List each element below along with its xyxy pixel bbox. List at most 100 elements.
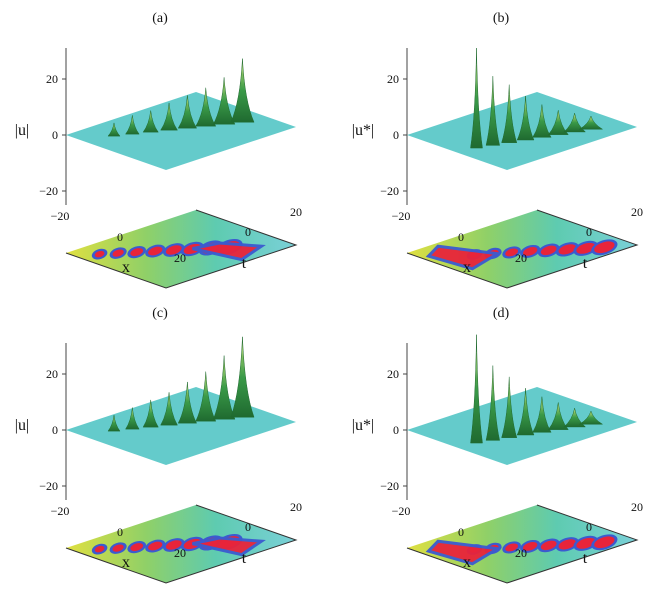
box-edge <box>406 209 639 289</box>
surface-peak <box>501 376 518 438</box>
z-axis-title: |u| <box>15 122 29 139</box>
z-tick-label: 0 <box>393 128 399 142</box>
x-axis-title: x <box>463 554 471 571</box>
contour-blob-core <box>594 536 615 549</box>
contour-blob-core <box>148 541 163 551</box>
x-tick-label: −20 <box>51 209 70 223</box>
surface-peak <box>230 58 255 123</box>
contour-blob-core <box>540 540 557 551</box>
surface-panel-4: (d) 20 0 −20 |u*| −20 0 20 x 20 0 t <box>352 306 643 584</box>
z-tick-label: 0 <box>52 128 58 142</box>
surface-peak <box>501 84 518 143</box>
contour-blob-core <box>130 248 144 257</box>
z-tick-label: 20 <box>387 72 399 86</box>
contour-blob-core <box>112 249 124 257</box>
t-axis-title: t <box>583 255 588 272</box>
x-axis-title: x <box>122 259 130 276</box>
contour-blob-core <box>112 544 124 552</box>
surface-peak <box>142 110 159 133</box>
panel-label: (d) <box>493 306 510 321</box>
contour-blob-core <box>165 245 182 255</box>
contour-floor <box>407 505 637 583</box>
t-tick-label: 0 <box>245 520 251 534</box>
x-tick-label: 20 <box>174 546 186 560</box>
x-tick-label: 0 <box>458 230 464 244</box>
x-tick-label: 20 <box>174 251 186 265</box>
t-tick-label: 0 <box>245 225 251 239</box>
z-axis-title: |u*| <box>352 417 374 434</box>
contour-blob-core <box>558 244 576 255</box>
z-tick-label: −20 <box>39 479 58 493</box>
t-tick-label: 20 <box>290 500 302 514</box>
t-tick-label: 20 <box>290 205 302 219</box>
panel-label: (b) <box>493 11 510 26</box>
t-tick-label: 0 <box>586 520 592 534</box>
surface-panel-3: (c) 20 0 −20 |u| −20 0 20 x 20 0 t <box>15 306 302 584</box>
surface-peak <box>107 122 121 137</box>
x-tick-label: 0 <box>117 230 123 244</box>
contour-blob-core <box>576 242 596 254</box>
surface-peak <box>532 104 552 138</box>
surface-peak <box>125 115 140 135</box>
surface-peak <box>125 407 140 430</box>
surface-peak <box>212 77 236 125</box>
contour-blob-core <box>523 542 538 551</box>
panel-label: (a) <box>152 11 168 26</box>
panel-label: (c) <box>152 306 168 321</box>
surface-plane <box>66 92 296 170</box>
contour-blob-core <box>505 543 518 552</box>
contour-floor <box>407 210 637 288</box>
t-axis-title: t <box>242 255 247 272</box>
contour-red-region <box>192 536 266 557</box>
t-axis-title: t <box>583 550 588 567</box>
surface-peak <box>195 87 217 127</box>
contour-blob-core <box>594 241 615 254</box>
surface-peak <box>470 334 483 444</box>
surface-peak <box>532 396 552 433</box>
box-edge <box>406 504 639 584</box>
contour-blob-core <box>148 246 163 256</box>
contour-blob-core <box>523 247 538 256</box>
x-tick-label: 20 <box>515 546 527 560</box>
surface-peak <box>578 115 604 130</box>
surface-peak <box>195 371 217 422</box>
surface-panel-2: (b) 20 0 −20 |u*| −20 0 20 x 20 0 t <box>352 11 643 289</box>
x-axis-title: x <box>122 554 130 571</box>
surface-peak <box>485 76 500 146</box>
box-edge <box>65 209 298 289</box>
z-tick-label: −20 <box>380 479 399 493</box>
surface-plane <box>66 387 296 465</box>
surface-peak <box>177 381 198 424</box>
x-tick-label: −20 <box>392 504 411 518</box>
surface-peak <box>516 95 535 141</box>
t-tick-label: 20 <box>631 500 643 514</box>
z-tick-label: −20 <box>380 184 399 198</box>
surface-peak <box>160 392 178 426</box>
surface-peak <box>578 410 604 425</box>
contour-blob-core <box>94 545 105 553</box>
x-tick-label: 0 <box>458 525 464 539</box>
x-tick-label: −20 <box>392 209 411 223</box>
z-tick-label: 0 <box>393 423 399 437</box>
contour-blob-core <box>94 250 105 258</box>
x-tick-label: 0 <box>117 525 123 539</box>
x-axis-title: x <box>463 259 471 276</box>
surface-peak <box>470 48 483 149</box>
z-tick-label: 20 <box>46 72 58 86</box>
surface-peak <box>516 388 535 436</box>
z-axis-title: |u*| <box>352 122 374 139</box>
z-tick-label: 20 <box>387 367 399 381</box>
t-axis-title: t <box>242 550 247 567</box>
contour-blob-core <box>505 248 518 257</box>
t-tick-label: 20 <box>631 205 643 219</box>
contour-blob-core <box>558 539 576 550</box>
surface-peak <box>212 355 236 420</box>
x-tick-label: −20 <box>51 504 70 518</box>
contour-red-region <box>425 539 502 566</box>
contour-blob-core <box>540 245 557 256</box>
x-tick-label: 20 <box>515 251 527 265</box>
z-tick-label: −20 <box>39 184 58 198</box>
surface-panel-1: (a) 20 0 −20 |u| −20 0 20 x 20 0 t <box>15 11 302 289</box>
contour-red-region <box>425 244 502 271</box>
